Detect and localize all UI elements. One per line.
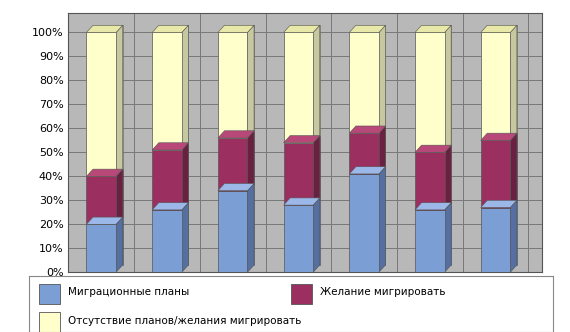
Polygon shape [510,200,517,272]
Polygon shape [356,126,385,167]
Polygon shape [87,169,123,176]
Polygon shape [481,140,510,208]
Polygon shape [284,143,313,205]
Polygon shape [93,217,123,265]
Polygon shape [247,131,254,191]
FancyBboxPatch shape [39,284,60,304]
Polygon shape [284,33,313,143]
Text: Желание мигрировать: Желание мигрировать [320,288,445,297]
Polygon shape [379,25,385,133]
Polygon shape [415,210,445,272]
Text: Отсутствие планов/желания мигрировать: Отсутствие планов/желания мигрировать [68,316,301,326]
Polygon shape [218,131,254,138]
Polygon shape [510,133,517,208]
Polygon shape [415,33,445,152]
Polygon shape [356,167,385,265]
Polygon shape [182,203,188,272]
Polygon shape [159,203,188,265]
Polygon shape [218,25,254,33]
Polygon shape [313,135,320,205]
Polygon shape [356,25,385,126]
Polygon shape [225,184,254,265]
Polygon shape [225,25,254,131]
Polygon shape [445,203,451,272]
FancyBboxPatch shape [39,312,60,332]
Polygon shape [349,126,385,133]
Polygon shape [218,184,254,191]
Polygon shape [182,25,188,150]
Polygon shape [284,205,313,272]
Polygon shape [445,25,451,152]
Polygon shape [284,25,320,33]
Polygon shape [481,133,517,140]
Polygon shape [313,25,320,143]
Polygon shape [290,135,320,198]
Polygon shape [182,143,188,210]
Polygon shape [422,145,451,203]
Polygon shape [349,33,379,133]
Polygon shape [218,33,247,138]
Polygon shape [445,145,451,210]
Polygon shape [225,131,254,184]
Polygon shape [87,176,116,224]
Polygon shape [313,198,320,272]
Polygon shape [349,167,385,174]
Polygon shape [247,184,254,272]
Polygon shape [152,210,182,272]
Polygon shape [510,25,517,140]
Polygon shape [290,198,320,265]
Polygon shape [379,126,385,174]
Polygon shape [284,198,320,205]
Polygon shape [247,25,254,138]
Polygon shape [415,145,451,152]
Polygon shape [93,25,123,169]
Polygon shape [116,25,123,176]
Polygon shape [159,143,188,203]
Polygon shape [218,138,247,191]
Polygon shape [159,25,188,143]
Polygon shape [87,25,123,33]
Polygon shape [422,203,451,265]
Polygon shape [481,25,517,33]
Polygon shape [116,169,123,224]
Polygon shape [87,224,116,272]
Polygon shape [87,33,116,176]
Polygon shape [415,203,451,210]
Polygon shape [152,150,182,210]
Polygon shape [415,152,445,210]
Polygon shape [379,167,385,272]
Polygon shape [284,135,320,143]
Polygon shape [152,33,182,150]
Polygon shape [93,169,123,217]
Polygon shape [290,25,320,135]
Polygon shape [487,200,517,265]
Polygon shape [349,25,385,33]
Polygon shape [87,217,123,224]
Polygon shape [487,25,517,133]
Polygon shape [218,191,247,272]
Polygon shape [422,25,451,145]
Polygon shape [415,25,451,33]
FancyBboxPatch shape [291,284,312,304]
Polygon shape [481,208,510,272]
Polygon shape [152,203,188,210]
Polygon shape [116,217,123,272]
Polygon shape [481,33,510,140]
Polygon shape [481,200,517,208]
Text: Миграционные планы: Миграционные планы [68,288,189,297]
Polygon shape [152,25,188,33]
Polygon shape [487,133,517,200]
Polygon shape [349,174,379,272]
Polygon shape [349,133,379,174]
Polygon shape [152,143,188,150]
